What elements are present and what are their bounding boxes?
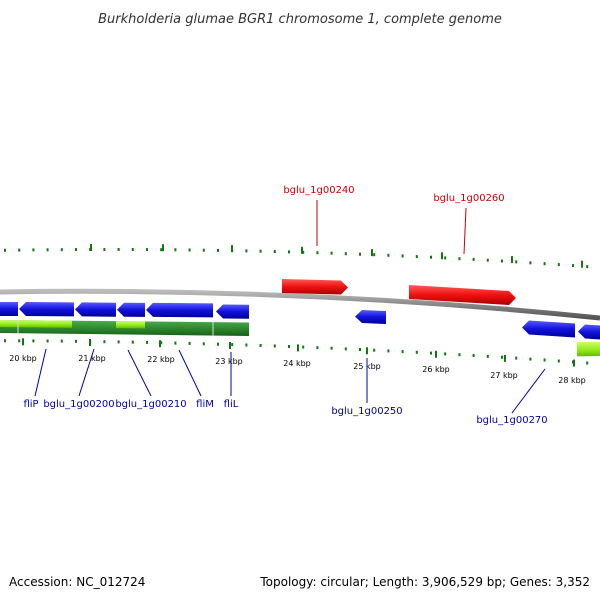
map-title: Burkholderia glumae BGR1 chromosome 1, c…	[98, 12, 502, 27]
gene-arrows	[0, 279, 600, 340]
gene-arrow-fliL	[216, 304, 249, 319]
gene-arrow-bglu_1g00240	[282, 279, 348, 295]
gene-leader-line	[511, 368, 546, 414]
gene-label-bglu_1g00210[interactable]: bglu_1g00210	[115, 399, 186, 410]
gene-label-bglu_1g00260[interactable]: bglu_1g00260	[433, 193, 504, 204]
gene-leader-line	[463, 207, 467, 255]
gene-arrow-fliP	[0, 302, 18, 316]
gene-label-bglu_1g00200[interactable]: bglu_1g00200	[43, 399, 114, 410]
gene-arrow-bglu_1g00210b	[117, 302, 145, 317]
gene-leader-line	[127, 349, 152, 397]
genome-backbone	[0, 288, 600, 321]
kbp-tick-label: 23 kbp	[215, 357, 243, 366]
gene-arrow-fliM	[146, 302, 213, 318]
gene-label-fliM[interactable]: fliM	[196, 399, 214, 410]
gene-label-bglu_1g00240[interactable]: bglu_1g00240	[283, 185, 354, 196]
kbp-tick-label: 27 kbp	[490, 371, 518, 380]
gene-label-fliL[interactable]: fliL	[224, 399, 239, 410]
gene-label-bglu_1g00270[interactable]: bglu_1g00270	[476, 415, 547, 426]
gene-arrow-bglu_1g00250	[355, 310, 386, 324]
inner-tick-ring	[4, 338, 589, 367]
lime-band-segment	[577, 341, 600, 357]
kbp-tick-label: 21 kbp	[78, 354, 106, 363]
kbp-tick-label: 28 kbp	[558, 376, 586, 385]
kbp-tick-label: 22 kbp	[147, 355, 175, 364]
gene-leader-line	[34, 348, 47, 397]
lime-band-segment	[116, 321, 145, 329]
kbp-tick-label: 24 kbp	[283, 359, 311, 368]
kbp-tick-label: 26 kbp	[422, 365, 450, 374]
gene-arrow-bglu_1g00210	[75, 302, 116, 317]
gene-leader-line	[78, 348, 95, 397]
feature-bands	[0, 320, 600, 357]
gene-arrow-bglu_1g00260	[409, 285, 516, 305]
outer-tick-ring	[4, 244, 589, 269]
gene-labels: fliP bglu_1g00200 bglu_1g00210 fliM fliL bglu…	[23, 185, 547, 426]
gene-label-bglu_1g00250[interactable]: bglu_1g00250	[331, 406, 402, 417]
gene-leader-line	[178, 349, 202, 397]
gene-label-fliP[interactable]: fliP	[23, 399, 38, 410]
lime-band-segment	[0, 320, 72, 328]
gene-arrow-bglu_1g00200	[19, 302, 74, 317]
gene-arrow-bglu_1g00270	[522, 320, 575, 338]
kbp-scale-labels: 20 kbp 21 kbp 22 kbp 23 kbp 24 kbp 25 kbp 26 k…	[9, 354, 586, 385]
accession-label: Accession: NC_012724	[9, 575, 145, 589]
genome-summary: Topology: circular; Length: 3,906,529 bp…	[259, 575, 590, 589]
gene-arrow-bglu_1g00280	[578, 324, 600, 340]
kbp-tick-label: 20 kbp	[9, 354, 37, 363]
